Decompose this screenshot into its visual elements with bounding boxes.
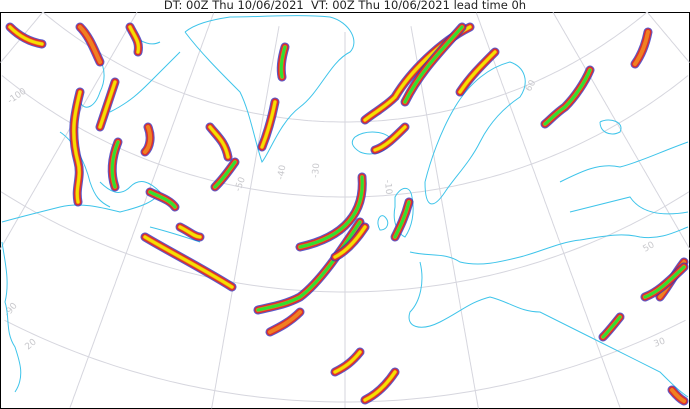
meridian-line xyxy=(211,26,280,409)
jet-streak xyxy=(640,262,689,302)
meridian-line xyxy=(475,12,621,408)
jet-streak xyxy=(140,122,155,157)
jet-streak xyxy=(69,87,85,207)
jet-streak xyxy=(276,42,290,82)
grid-label: -10 xyxy=(382,179,393,195)
jet-streak xyxy=(360,367,400,405)
jet-streak xyxy=(390,197,414,242)
jet-streak-band xyxy=(333,225,367,259)
meridian-line xyxy=(0,12,138,250)
jet-streak xyxy=(455,47,500,97)
jet-streak xyxy=(210,157,240,192)
jet-streak xyxy=(295,172,367,252)
grid-label: 30 xyxy=(653,336,667,349)
jet-streak xyxy=(598,312,625,342)
jet-streak xyxy=(140,232,237,292)
jet-streak xyxy=(257,97,280,152)
jet-streak xyxy=(5,22,47,49)
coastline-europe xyxy=(408,226,689,398)
jet-streak-band xyxy=(148,190,177,209)
jet-streak-band xyxy=(110,140,120,189)
jet-streak xyxy=(400,22,467,107)
coastline-scandinavia xyxy=(424,61,526,205)
jet-stream-map: -100 -90 -50 -40 -30 -10 60 50 30 20 xyxy=(0,12,690,409)
jet-streak-band xyxy=(178,225,202,239)
grid-label: -40 xyxy=(276,164,288,180)
meridian-line xyxy=(410,26,479,409)
jet-streak-band xyxy=(128,25,140,54)
meridian-line xyxy=(69,12,215,408)
jet-streaks xyxy=(5,22,689,406)
map-title: DT: 00Z Thu 10/06/2021 VT: 00Z Thu 10/06… xyxy=(163,0,527,12)
jet-streak-band xyxy=(601,315,622,339)
jet-streak-band xyxy=(458,50,497,94)
jet-streak-band xyxy=(298,175,364,249)
jet-streak-band xyxy=(333,350,362,374)
coastline-russia xyxy=(559,119,689,215)
jet-streak-band xyxy=(268,310,302,334)
jet-streak-band xyxy=(393,200,411,239)
jet-streak xyxy=(330,222,370,262)
jet-streak-band xyxy=(8,25,44,46)
jet-streak-band xyxy=(143,125,153,154)
jet-streak xyxy=(75,22,105,67)
jet-streak xyxy=(175,222,205,242)
jet-streak-band xyxy=(98,80,117,129)
jet-streak xyxy=(205,122,233,162)
jet-streak-band xyxy=(72,90,82,204)
jet-streak xyxy=(667,385,689,406)
coastline-canada xyxy=(1,31,181,223)
jet-streak-band xyxy=(363,370,397,402)
jet-streak xyxy=(630,27,653,69)
meridian-line xyxy=(552,12,690,250)
jet-streak xyxy=(370,122,410,155)
jet-streak xyxy=(330,347,365,377)
jet-streak xyxy=(265,307,305,337)
coastline-british-isles xyxy=(377,187,414,238)
jet-streak xyxy=(125,22,143,57)
jet-streak-band xyxy=(403,25,464,104)
jet-streak-band xyxy=(643,265,686,299)
jet-streak-band xyxy=(279,45,287,79)
jet-streak xyxy=(540,65,595,129)
jet-streak xyxy=(107,137,123,192)
jet-streak-band xyxy=(373,125,407,152)
jet-streak xyxy=(145,187,180,212)
jet-streak-band xyxy=(78,25,102,64)
coastline-greenland xyxy=(184,15,355,164)
jet-streak-band xyxy=(208,125,230,159)
jet-streak-band xyxy=(543,68,592,126)
grid-label: -30 xyxy=(311,162,322,178)
meridian-line xyxy=(646,12,690,63)
grid-labels: -100 -90 -50 -40 -30 -10 60 50 30 20 xyxy=(3,78,667,352)
jet-streak-band xyxy=(213,160,237,189)
jet-streak-band xyxy=(143,235,234,289)
jet-streak-band xyxy=(633,30,650,66)
grid-label: -50 xyxy=(233,176,248,193)
jet-streak xyxy=(95,77,120,132)
jet-streak-band xyxy=(670,388,686,403)
jet-streak-band xyxy=(260,100,277,149)
